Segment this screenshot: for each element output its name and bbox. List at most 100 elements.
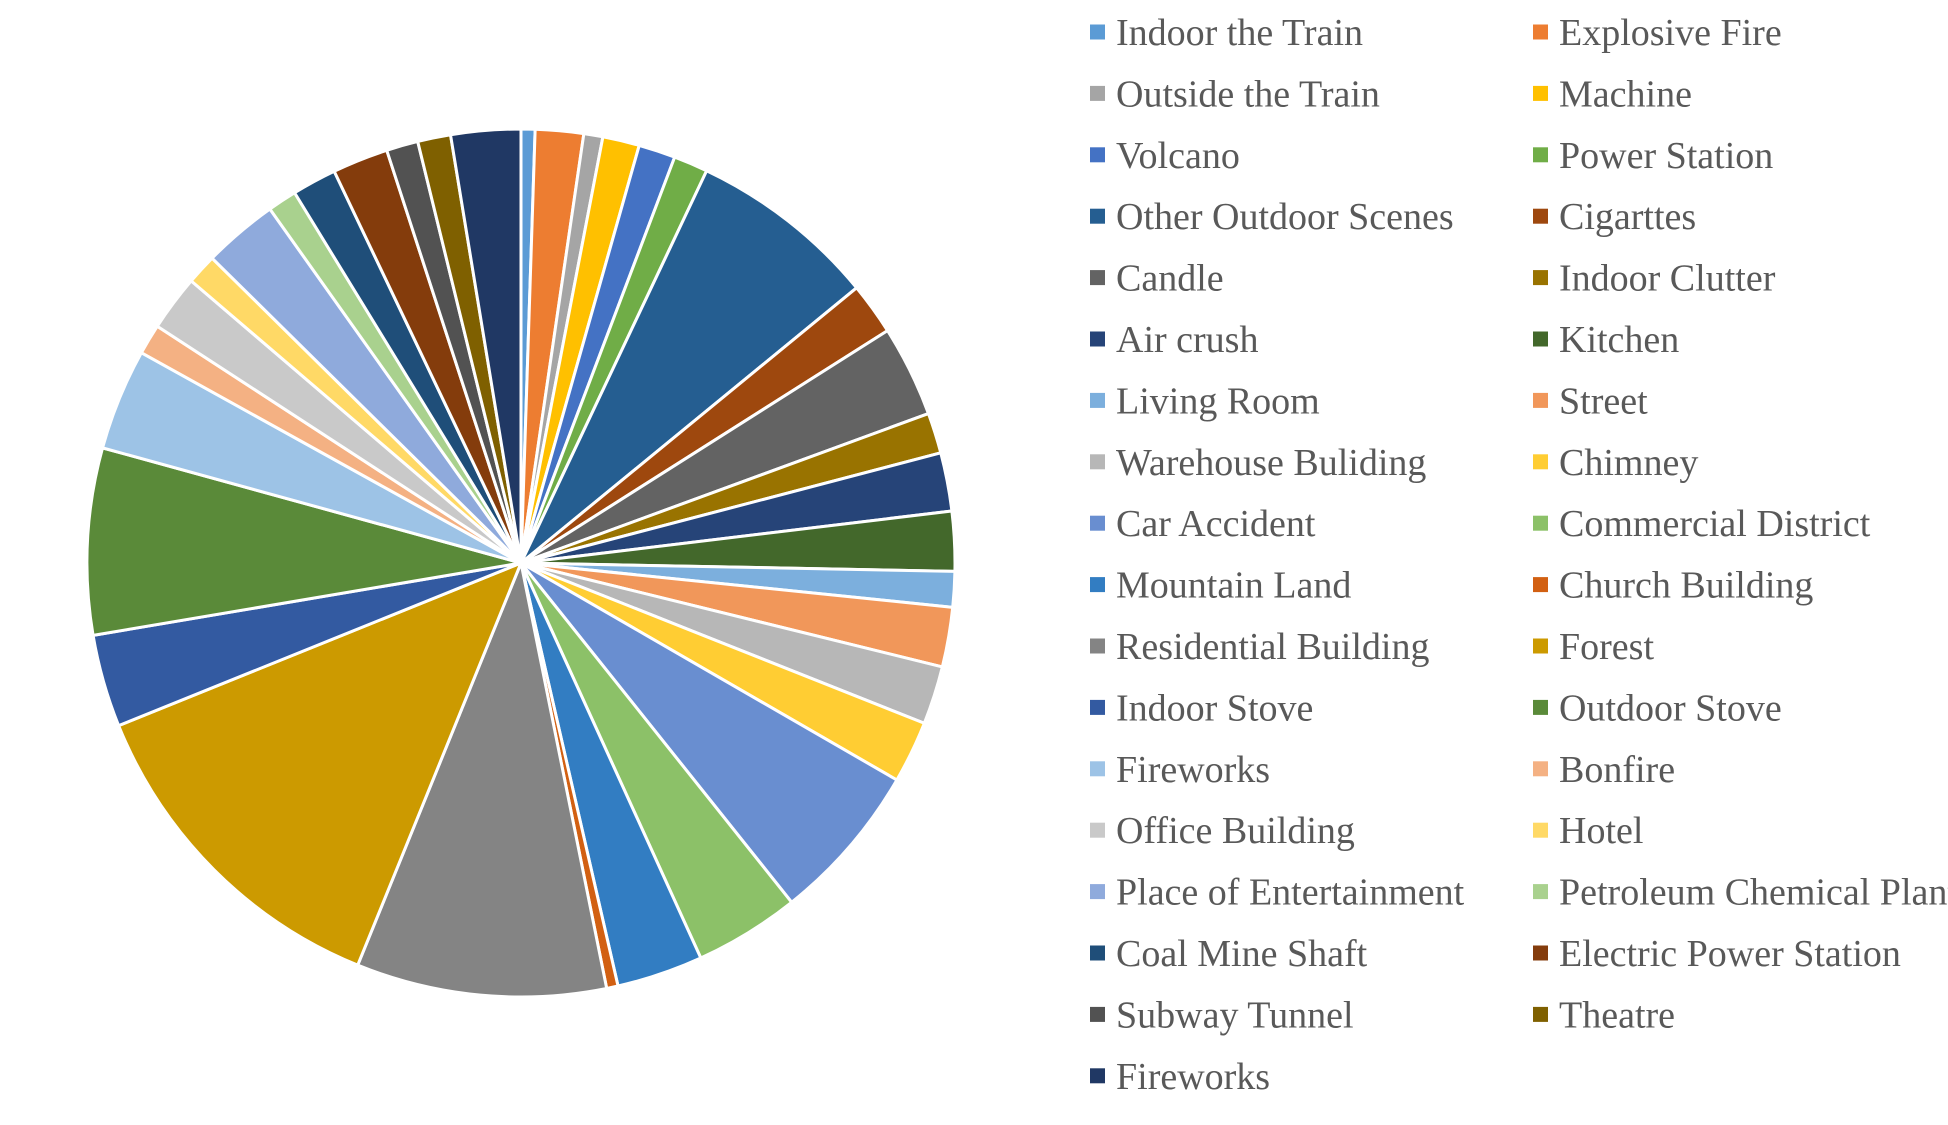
legend-item: Coal Mine Shaft: [1090, 933, 1368, 975]
legend-item: Car Accident: [1090, 503, 1316, 545]
pie-slice: [85, 446, 523, 637]
legend-swatch: [1533, 945, 1548, 961]
legend-label: Chimney: [1559, 442, 1698, 484]
legend-label: Car Accident: [1116, 503, 1316, 545]
legend-label: Indoor Clutter: [1559, 258, 1776, 300]
legend-item: Machine: [1533, 73, 1692, 115]
legend-item: Chimney: [1533, 442, 1698, 484]
legend-label: Kitchen: [1559, 319, 1679, 361]
legend-label: Hotel: [1559, 810, 1643, 852]
legend-swatch: [1090, 884, 1105, 900]
legend-label: Coal Mine Shaft: [1116, 933, 1368, 975]
legend-item: Forest: [1533, 626, 1654, 668]
legend-swatch: [1090, 454, 1105, 470]
legend-swatch: [1533, 577, 1548, 593]
legend-label: Commercial District: [1559, 503, 1871, 545]
legend-swatch: [1533, 85, 1548, 101]
legend-item: Air crush: [1090, 319, 1258, 361]
legend-item: Candle: [1090, 258, 1224, 300]
legend-swatch: [1090, 208, 1105, 224]
legend-label: Forest: [1559, 626, 1654, 668]
legend-item: Church Building: [1533, 565, 1813, 607]
legend-swatch: [1090, 1006, 1105, 1022]
legend-swatch: [1090, 577, 1105, 593]
legend-swatch: [1090, 515, 1105, 531]
legend-label: Place of Entertainment: [1116, 872, 1465, 914]
legend-label: Theatre: [1559, 994, 1675, 1036]
legend-item: Cigarttes: [1533, 196, 1696, 238]
legend-swatch: [1090, 945, 1105, 961]
legend-label: Warehouse Buliding: [1116, 442, 1426, 484]
legend-item: Outdoor Stove: [1533, 687, 1782, 729]
legend-swatch: [1533, 1006, 1548, 1022]
legend-swatch: [1090, 822, 1105, 838]
legend-label: Living Room: [1116, 380, 1320, 422]
legend-item: Hotel: [1533, 810, 1643, 852]
legend-item: Explosive Fire: [1533, 12, 1782, 54]
legend-swatch: [1090, 1068, 1105, 1084]
legend-swatch: [1090, 331, 1105, 347]
legend-item: Indoor Clutter: [1533, 258, 1776, 300]
legend: Indoor the Train Explosive Fire Outside th…: [1090, 12, 1948, 1098]
legend-label: Mountain Land: [1116, 565, 1351, 607]
legend-label: Air crush: [1116, 319, 1258, 361]
legend-swatch: [1533, 515, 1548, 531]
legend-label: Indoor Stove: [1116, 687, 1313, 729]
legend-item: Mountain Land: [1090, 565, 1351, 607]
legend-label: Volcano: [1116, 135, 1240, 177]
legend-label: Fireworks: [1116, 749, 1270, 791]
legend-label: Street: [1559, 380, 1648, 422]
legend-item: Commercial District: [1533, 503, 1871, 545]
pie-slice: [449, 127, 523, 565]
legend-swatch: [1533, 699, 1548, 715]
legend-item: Kitchen: [1533, 319, 1679, 361]
legend-item: Living Room: [1090, 380, 1320, 422]
legend-item: Petroleum Chemical Plant: [1533, 872, 1948, 914]
legend-label: Explosive Fire: [1559, 12, 1782, 54]
legend-item: Electric Power Station: [1533, 933, 1901, 975]
legend-label: Residential Building: [1116, 626, 1429, 668]
legend-label: Church Building: [1559, 565, 1813, 607]
legend-item: Indoor Stove: [1090, 687, 1313, 729]
pie-slices: [85, 127, 957, 999]
legend-item: Fireworks: [1090, 749, 1270, 791]
legend-swatch: [1090, 392, 1105, 408]
legend-label: Other Outdoor Scenes: [1116, 196, 1454, 238]
pie-slice: [356, 561, 609, 999]
pie-slice: [519, 169, 859, 565]
legend-swatch: [1533, 392, 1548, 408]
legend-item: Subway Tunnel: [1090, 994, 1354, 1036]
legend-item: Volcano: [1090, 135, 1240, 177]
legend-item: Place of Entertainment: [1090, 872, 1465, 914]
legend-item: Other Outdoor Scenes: [1090, 196, 1454, 238]
legend-swatch: [1090, 85, 1105, 101]
pie-slice: [519, 561, 899, 904]
legend-swatch: [1090, 24, 1105, 40]
legend-label: Outside the Train: [1116, 73, 1380, 115]
legend-label: Bonfire: [1559, 749, 1675, 791]
legend-label: Electric Power Station: [1559, 933, 1901, 975]
legend-item: Street: [1533, 380, 1648, 422]
legend-label: Power Station: [1559, 135, 1773, 177]
legend-swatch: [1533, 638, 1548, 654]
legend-swatch: [1533, 822, 1548, 838]
pie-slice: [117, 561, 523, 967]
legend-swatch: [1090, 761, 1105, 777]
legend-label: Outdoor Stove: [1559, 687, 1782, 729]
legend-item: Office Building: [1090, 810, 1355, 852]
legend-label: Subway Tunnel: [1116, 994, 1354, 1036]
legend-item: Residential Building: [1090, 626, 1429, 668]
legend-label: Fireworks: [1116, 1056, 1270, 1098]
legend-swatch: [1533, 24, 1548, 40]
legend-label: Candle: [1116, 258, 1224, 300]
legend-label: Office Building: [1116, 810, 1355, 852]
legend-swatch: [1533, 884, 1548, 900]
legend-label: Indoor the Train: [1116, 12, 1363, 54]
legend-item: Indoor the Train: [1090, 12, 1363, 54]
legend-swatch: [1090, 638, 1105, 654]
legend-item: Power Station: [1533, 135, 1773, 177]
legend-label: Petroleum Chemical Plant: [1559, 872, 1948, 914]
legend-label: Machine: [1559, 73, 1692, 115]
